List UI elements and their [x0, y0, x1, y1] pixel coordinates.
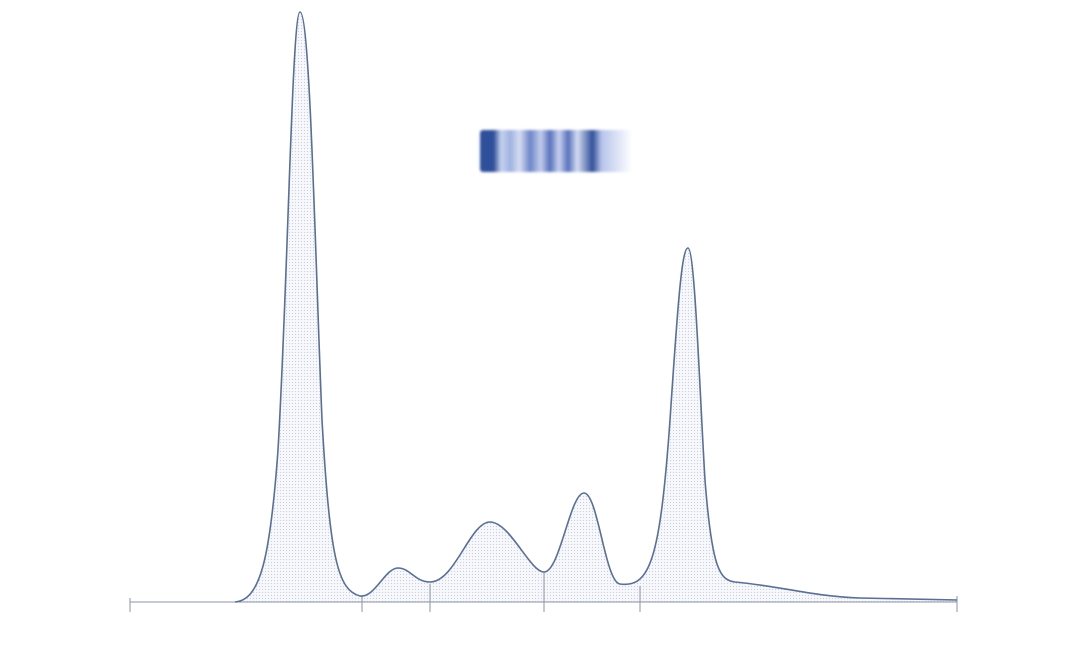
density-curve	[235, 12, 957, 602]
gel-strip	[480, 130, 632, 172]
electrophoresis-diagram	[0, 0, 1081, 646]
